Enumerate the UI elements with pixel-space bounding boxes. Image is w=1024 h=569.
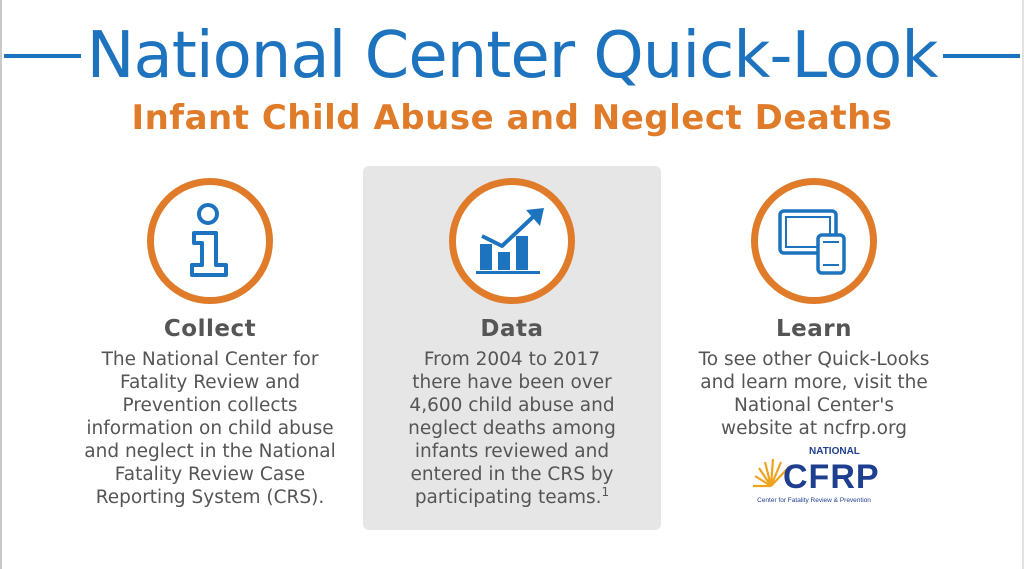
info-icon bbox=[190, 203, 228, 277]
learn-heading: Learn bbox=[776, 316, 852, 342]
logo-sunburst bbox=[753, 458, 790, 488]
ncfrp-logo: NATIONAL CFRP Center for Fatality Review… bbox=[753, 446, 879, 504]
page-subtitle: Infant Child Abuse and Neglect Deaths bbox=[131, 98, 893, 138]
right-edge bbox=[1022, 0, 1024, 569]
logo-tagline: Center for Fatality Review & Prevention bbox=[757, 497, 871, 504]
learn-text: To see other Quick-Looks and learn more,… bbox=[698, 349, 930, 439]
learn-column: Learn To see other Quick-Looks and learn… bbox=[664, 178, 964, 511]
collect-text: The National Center for Fatality Review … bbox=[84, 349, 336, 508]
bar-chart-trend-icon bbox=[476, 208, 544, 274]
collect-column: Collect The National Center for Fatality… bbox=[60, 178, 360, 509]
title-rule-right bbox=[943, 54, 1020, 58]
data-text-body: From 2004 to 2017 there have been over 4… bbox=[408, 349, 616, 508]
data-column: Data From 2004 to 2017 there have been o… bbox=[362, 178, 662, 509]
left-edge bbox=[0, 0, 2, 569]
title-row: National Center Quick-Look bbox=[0, 18, 1024, 94]
logo-top-text: NATIONAL bbox=[809, 446, 860, 457]
logo-main-text: CFRP bbox=[783, 458, 879, 496]
devices-icon bbox=[778, 209, 846, 275]
collect-icon-circle bbox=[147, 178, 273, 304]
footnote-marker: 1 bbox=[601, 484, 610, 499]
page-title: National Center Quick-Look bbox=[86, 19, 939, 93]
title-rule-left bbox=[4, 54, 81, 58]
collect-heading: Collect bbox=[163, 316, 257, 342]
learn-icon-circle bbox=[751, 178, 877, 304]
data-icon-circle bbox=[449, 178, 575, 304]
data-text: From 2004 to 2017 there have been over 4… bbox=[399, 348, 625, 509]
data-heading: Data bbox=[480, 316, 544, 342]
